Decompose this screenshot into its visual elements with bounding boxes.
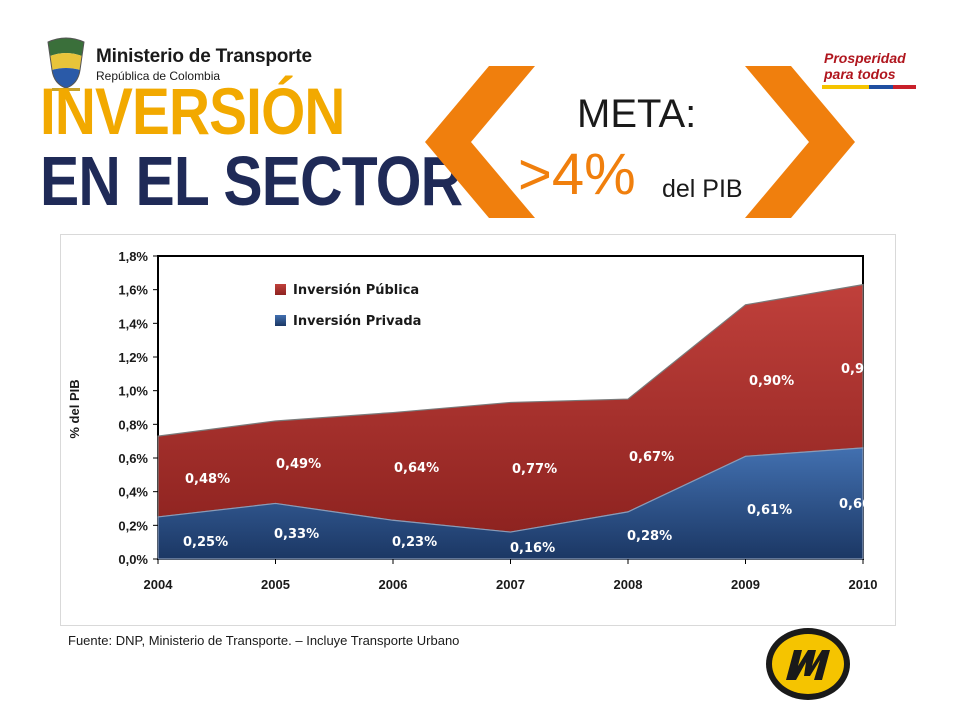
- x-tick-label: 2009: [731, 577, 760, 592]
- flag-stripe-icon: [822, 85, 916, 89]
- chart-container: 0,25% 0,33% 0,23% 0,16% 0,28% 0,61% 0,66% 0,48%…: [60, 234, 896, 626]
- data-label-privada: 0,16%: [510, 541, 555, 556]
- data-label-privada: 0,28%: [627, 529, 672, 544]
- y-tick-label: 1,4%: [118, 316, 148, 331]
- y-tick-label: 0,4%: [118, 485, 148, 500]
- x-tick-label: 2004: [144, 577, 174, 592]
- page-title-line1: INVERSIÓN: [40, 74, 345, 148]
- data-label-publica: 0,49%: [276, 457, 321, 472]
- legend-swatch-privada: [275, 315, 286, 326]
- x-tick-label: 2007: [496, 577, 525, 592]
- meta-value: >4%: [518, 142, 636, 207]
- data-label-privada: 0,23%: [392, 535, 437, 550]
- data-label-privada: 0,33%: [274, 527, 319, 542]
- y-tick-label: 1,2%: [118, 350, 148, 365]
- data-label-publica: 0,48%: [185, 472, 230, 487]
- y-tick-label: 1,6%: [118, 283, 148, 298]
- data-label-publica: 0,64%: [394, 461, 439, 476]
- data-label-publica: 0,67%: [629, 450, 674, 465]
- source-note: Fuente: DNP, Ministerio de Transporte. –…: [68, 633, 460, 648]
- ministry-name: Ministerio de Transporte: [96, 46, 312, 67]
- data-label-publica: 0,77%: [512, 462, 557, 477]
- prosperidad-logo: Prosperidad para todos: [820, 48, 920, 94]
- legend-label-privada: Inversión Privada: [293, 314, 421, 329]
- y-tick-label: 0,6%: [118, 451, 148, 466]
- ministry-logo: Ministerio de Transporte República de Co…: [44, 36, 312, 96]
- x-tick-label: 2010: [849, 577, 878, 592]
- x-tick-label: 2006: [379, 577, 408, 592]
- meta-label: META:: [577, 92, 697, 136]
- y-tick-label: 0,0%: [118, 552, 148, 567]
- data-label-privada: 0,25%: [183, 535, 228, 550]
- x-tick-label: 2005: [261, 577, 290, 592]
- legend-swatch-publica: [275, 284, 286, 295]
- y-tick-label: 1,8%: [118, 249, 148, 264]
- legend-label-publica: Inversión Pública: [293, 283, 419, 298]
- mintransporte-emblem-icon: [766, 628, 850, 700]
- y-tick-label: 0,8%: [118, 417, 148, 432]
- data-label-publica: 0,90%: [749, 374, 794, 389]
- y-tick-label: 0,2%: [118, 518, 148, 533]
- meta-unit: del PIB: [662, 175, 743, 203]
- y-tick-label: 1,0%: [118, 384, 148, 399]
- page-title-line2: EN EL SECTOR: [40, 142, 463, 220]
- prosperidad-line1: Prosperidad: [824, 50, 906, 66]
- ministry-country: República de Colombia: [96, 69, 221, 83]
- data-label-publica: 0,97%: [841, 362, 886, 377]
- data-label-privada: 0,66%: [839, 497, 884, 512]
- y-axis-label: % del PIB: [67, 379, 82, 438]
- x-tick-label: 2008: [614, 577, 643, 592]
- prosperidad-line2: para todos: [824, 66, 896, 82]
- coat-of-arms-icon: [47, 37, 85, 91]
- data-label-privada: 0,61%: [747, 503, 792, 518]
- investment-chart: 0,25% 0,33% 0,23% 0,16% 0,28% 0,61% 0,66% 0,48%…: [67, 249, 886, 592]
- chart-legend: Inversión Pública Inversión Privada: [275, 283, 421, 329]
- meta-chevrons-icon: [425, 66, 855, 218]
